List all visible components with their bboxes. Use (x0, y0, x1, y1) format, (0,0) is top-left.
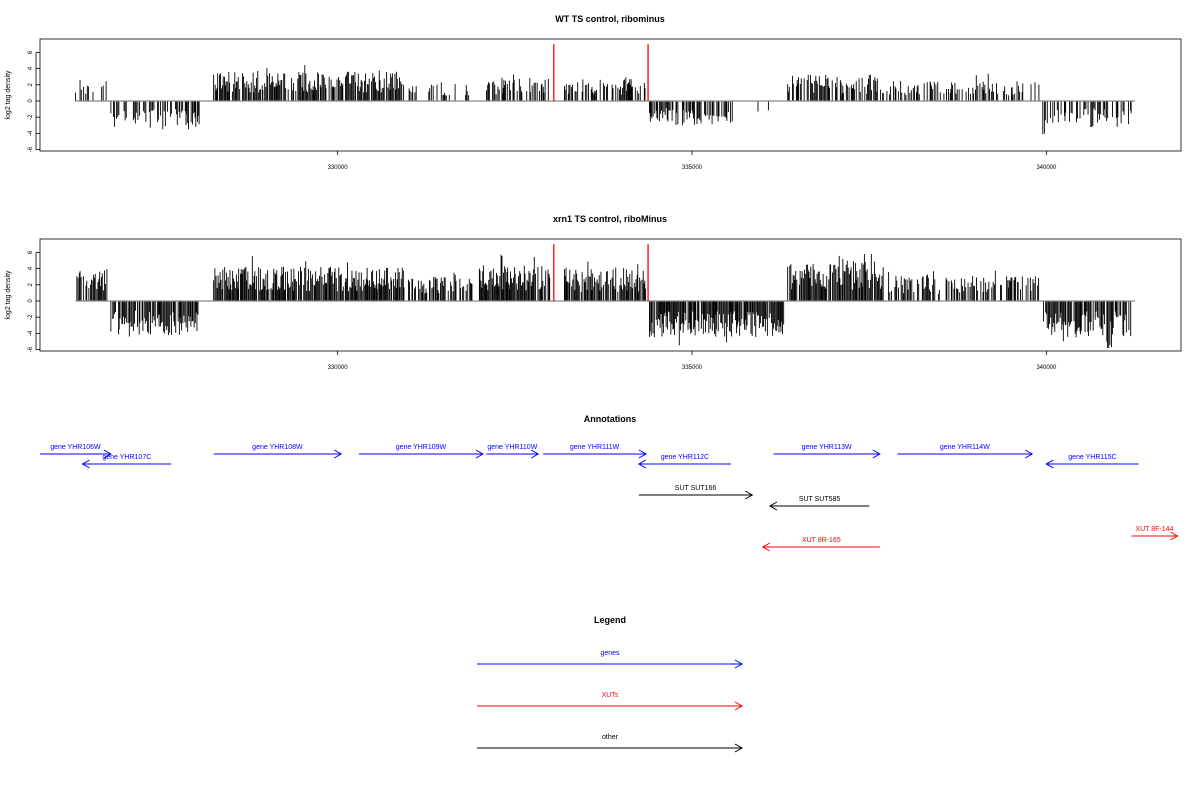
wt-plot-frame (39, 38, 1182, 152)
feature-label: XUT 8R-165 (802, 537, 841, 544)
y-tick-label: -2 (28, 114, 34, 120)
legend-arrow-head (734, 743, 744, 753)
annotations-title: Annotations (584, 414, 637, 424)
annotation-feature: gene YHR111W (543, 444, 647, 459)
y-tick-label: 4 (28, 66, 34, 70)
y-tick-label: 4 (28, 266, 34, 270)
feature-arrow-head (333, 449, 343, 459)
feature-label: SUT SUT585 (799, 496, 841, 503)
annotation-feature: gene YHR106W (40, 444, 112, 459)
legend-arrow-head (734, 659, 744, 669)
xrn1-panel-title: xrn1 TS control, riboMinus (553, 214, 667, 224)
feature-label: gene YHR109W (396, 444, 447, 451)
feature-arrow-head (1045, 459, 1054, 469)
feature-arrow-head (872, 449, 881, 459)
y-tick-label: 2 (28, 82, 34, 86)
xrn1-density-bars (75, 244, 1135, 348)
feature-arrow-head (1170, 531, 1179, 541)
feature-label: gene YHR112C (661, 454, 709, 461)
wt-y-axis-label: log2 tag density (5, 70, 12, 120)
y-tick-label: -4 (28, 330, 34, 336)
wt-panel-title: WT TS control, ribominus (555, 14, 665, 24)
annotation-feature: gene YHR115C (1045, 454, 1139, 469)
legend-label: genes (600, 650, 620, 657)
y-tick-label: -2 (28, 314, 34, 320)
annotation-feature: gene YHR112C (637, 454, 731, 469)
y-tick-label: 0 (28, 99, 34, 103)
legend-label: other (602, 734, 619, 741)
y-tick-label: -6 (28, 146, 34, 152)
legend-items: genes XUTs other (477, 650, 744, 753)
feature-label: gene YHR106W (50, 444, 101, 451)
feature-arrow-head (761, 542, 771, 552)
x-tick-label: 335000 (682, 165, 703, 171)
legend-arrow-head (734, 701, 744, 711)
y-tick-label: 2 (28, 282, 34, 286)
feature-label: SUT SUT166 (675, 485, 717, 492)
y-tick-label: -6 (28, 346, 34, 352)
x-tick-label: 330000 (328, 165, 349, 171)
feature-label: gene YHR115C (1068, 454, 1116, 461)
xrn1-density-panel: xrn1 TS control, riboMinus log2 tag dens… (5, 214, 1182, 371)
xrn1-axes: -6 -4 -2 0 2 4 6 330000 335000 340000 (28, 250, 1057, 371)
xrn1-y-axis-label: log2 tag density (5, 270, 12, 320)
legend: Legend genes XUTs other (477, 615, 744, 753)
feature-arrow-head (768, 501, 778, 511)
feature-label: gene YHR114W (940, 444, 990, 451)
feature-label: gene YHR110W (487, 444, 537, 451)
annotation-feature: gene YHR113W (773, 444, 881, 459)
y-tick-label: -4 (28, 130, 34, 136)
y-tick-label: 6 (28, 50, 34, 54)
annotation-feature: gene YHR107C (81, 454, 172, 469)
feature-label: gene YHR111W (570, 444, 620, 451)
wt-density-panel: WT TS control, ribominus log2 tag densit… (5, 14, 1182, 171)
annotation-feature: gene YHR110W (486, 444, 540, 459)
annotation-feature: gene YHR114W (897, 444, 1034, 459)
legend-label: XUTs (602, 692, 619, 699)
feature-arrow-head (81, 459, 90, 469)
feature-label: XUT 8F-144 (1135, 526, 1173, 533)
legend-title: Legend (594, 615, 626, 625)
x-tick-label: 335000 (682, 365, 703, 371)
x-tick-label: 340000 (1036, 165, 1057, 171)
y-tick-label: 0 (28, 299, 34, 303)
annotation-feature: SUT SUT585 (768, 496, 870, 511)
legend-item: other (477, 734, 744, 753)
x-tick-label: 330000 (328, 365, 349, 371)
legend-item: XUTs (477, 692, 744, 711)
feature-arrow-head (744, 490, 754, 500)
annotation-feature: gene YHR108W (213, 444, 343, 459)
x-tick-label: 340000 (1036, 365, 1057, 371)
y-tick-label: 6 (28, 250, 34, 254)
wt-density-bars (74, 44, 1135, 135)
annotation-feature: XUT 8R-165 (761, 537, 880, 552)
legend-item: genes (477, 650, 744, 669)
xrn1-plot-frame (39, 238, 1182, 352)
feature-label: gene YHR108W (252, 444, 303, 451)
annotation-feature: XUT 8F-144 (1131, 526, 1179, 541)
feature-arrow-head (637, 459, 647, 469)
feature-arrow-head (638, 449, 647, 459)
annotation-feature: SUT SUT166 (638, 485, 754, 500)
feature-label: gene YHR113W (802, 444, 852, 451)
feature-arrow-head (475, 449, 484, 459)
wt-axes: -6 -4 -2 0 2 4 6 330000 335000 340000 (28, 50, 1057, 171)
feature-arrow-head (103, 449, 112, 459)
feature-arrow-head (530, 449, 540, 459)
feature-label: gene YHR107C (102, 454, 151, 461)
feature-arrow-head (1024, 449, 1034, 459)
annotation-feature: gene YHR109W (358, 444, 484, 459)
